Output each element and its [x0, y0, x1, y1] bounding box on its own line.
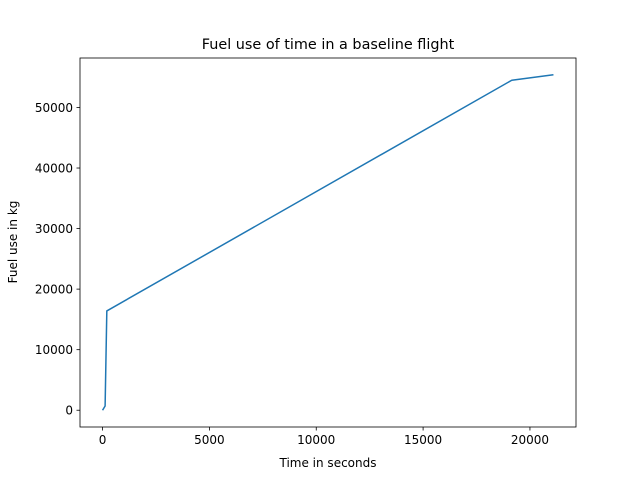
x-axis-label: Time in seconds [279, 456, 377, 470]
y-tick-label: 0 [65, 404, 73, 418]
x-tick-label: 15000 [404, 433, 442, 447]
axes-frame [79, 57, 577, 428]
y-tick-label: 50000 [35, 101, 73, 115]
x-axis-ticks: 0 5000 10000 15000 20000 [99, 427, 549, 447]
x-tick-label: 5000 [194, 433, 225, 447]
series-line-0 [101, 74, 554, 411]
y-tick-label: 20000 [35, 283, 73, 297]
y-axis-label: Fuel use in kg [6, 201, 20, 284]
x-tick-label: 20000 [511, 433, 549, 447]
plot-area [101, 74, 554, 411]
x-tick-label: 10000 [297, 433, 335, 447]
chart-title: Fuel use of time in a baseline flight [202, 37, 455, 53]
y-tick-label: 10000 [35, 343, 73, 357]
x-tick-label: 0 [99, 433, 107, 447]
y-tick-label: 40000 [35, 162, 73, 176]
y-tick-label: 30000 [35, 222, 73, 236]
y-axis-ticks: 0 10000 20000 30000 40000 50000 [35, 101, 80, 418]
